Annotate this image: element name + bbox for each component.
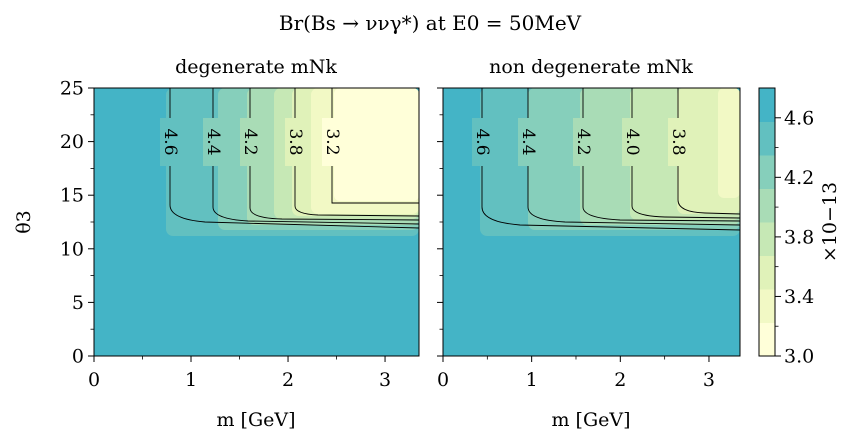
left-contour-label-3-2: 3.2 bbox=[322, 128, 342, 155]
left-y-tick-label: 10 bbox=[60, 238, 84, 260]
right-filled-regions bbox=[443, 88, 740, 356]
colorbar-tick-label: 3.8 bbox=[784, 226, 814, 248]
right-label-bg-4-6 bbox=[472, 118, 492, 166]
left-contour-label-4-2: 4.2 bbox=[240, 128, 260, 155]
left-contour-line-4-4 bbox=[212, 88, 419, 225]
right-contour-label-4-2: 4.2 bbox=[573, 128, 593, 155]
right-contour-label-4-6: 4.6 bbox=[472, 128, 492, 155]
left-contour-line-4-2 bbox=[249, 88, 419, 221]
left-x-tick-label: 1 bbox=[185, 369, 197, 391]
right-x-tick-label: 1 bbox=[526, 369, 538, 391]
right-contour-line-4-6 bbox=[481, 88, 740, 231]
right-y-ticks bbox=[437, 87, 443, 357]
colorbar-tick-label: 3.0 bbox=[784, 346, 814, 368]
right-x-axis-label: m [GeV] bbox=[551, 409, 630, 431]
right-contour-line-4-4 bbox=[527, 88, 740, 226]
chart-title: Br(Bs → ννγ*) at E0 = 50MeV bbox=[279, 11, 582, 35]
left-x-ticks: 0 1 2 3 bbox=[88, 356, 391, 391]
left-x-tick-label: 2 bbox=[282, 369, 294, 391]
colorbar-band bbox=[759, 121, 775, 156]
right-label-bg-4-2 bbox=[573, 118, 593, 166]
left-label-bg-3-8 bbox=[285, 118, 305, 166]
left-y-ticks: 0 5 10 15 20 25 bbox=[60, 78, 94, 368]
colorbar-band bbox=[759, 188, 775, 223]
colorbar-band bbox=[759, 289, 775, 323]
left-x-axis-label: m [GeV] bbox=[216, 409, 295, 431]
right-region-6 bbox=[718, 88, 740, 198]
colorbar-band bbox=[759, 222, 775, 256]
right-x-tick-label: 3 bbox=[703, 369, 715, 391]
left-y-tick-label: 15 bbox=[60, 185, 84, 207]
colorbar-frame bbox=[758, 87, 776, 357]
right-contour-label-4-0: 4.0 bbox=[622, 128, 642, 155]
right-contour-label-3-8: 3.8 bbox=[668, 128, 688, 155]
right-contour-line-4-0 bbox=[631, 88, 740, 219]
left-label-bg-3-2 bbox=[322, 118, 342, 166]
left-filled-regions bbox=[94, 88, 419, 356]
colorbar: 3.0 3.4 3.8 4.2 4.6 ×10−13 bbox=[758, 87, 841, 368]
colorbar-label: ×10−13 bbox=[819, 182, 841, 262]
left-contour-label-4-4: 4.4 bbox=[203, 128, 223, 155]
left-y-tick-label: 25 bbox=[60, 78, 84, 100]
colorbar-bands bbox=[759, 88, 775, 357]
left-x-tick-label: 0 bbox=[88, 369, 100, 391]
right-contour-panel: 4.6 4.4 4.2 4.0 3.8 0 1 2 3 m [GeV] bbox=[437, 87, 741, 431]
left-label-bg-4-6 bbox=[160, 118, 180, 166]
left-label-bg-4-4 bbox=[203, 118, 223, 166]
left-contour-panel: 4.6 4.4 4.2 3.8 3.2 0 1 2 3 0 5 10 15 20 25 m [G… bbox=[13, 78, 420, 431]
right-x-tick-label: 0 bbox=[437, 369, 449, 391]
left-contour-label-4-6: 4.6 bbox=[160, 128, 180, 155]
colorbar-band bbox=[759, 255, 775, 290]
right-contour-label-4-4: 4.4 bbox=[518, 128, 538, 155]
colorbar-tick-label: 4.2 bbox=[784, 167, 814, 189]
right-x-tick-label: 2 bbox=[614, 369, 626, 391]
colorbar-tick-label: 4.6 bbox=[784, 107, 814, 129]
left-y-tick-label: 20 bbox=[60, 131, 84, 153]
left-contour-label-3-8: 3.8 bbox=[285, 128, 305, 155]
left-contour-line-3-8 bbox=[294, 88, 419, 217]
left-region-7 bbox=[334, 88, 419, 201]
left-contour-line-4-6 bbox=[169, 88, 419, 229]
colorbar-band bbox=[759, 88, 775, 122]
y-axis-label: θ3 bbox=[13, 210, 35, 234]
right-label-bg-4-0 bbox=[622, 118, 642, 166]
colorbar-tick-label: 3.4 bbox=[784, 286, 814, 308]
right-panel-subtitle: non degenerate mNk bbox=[489, 56, 693, 78]
colorbar-ticks: 3.0 3.4 3.8 4.2 4.6 bbox=[775, 107, 814, 368]
right-label-bg-4-4 bbox=[518, 118, 538, 166]
left-y-tick-label: 5 bbox=[72, 292, 84, 314]
left-y-tick-label: 0 bbox=[72, 346, 84, 368]
right-label-bg-3-8 bbox=[668, 118, 688, 166]
colorbar-band bbox=[759, 155, 775, 189]
colorbar-band bbox=[759, 322, 775, 357]
right-contour-line-4-2 bbox=[582, 88, 740, 222]
right-contour-line-3-8 bbox=[677, 88, 740, 215]
left-x-tick-label: 3 bbox=[379, 369, 391, 391]
left-label-bg-4-2 bbox=[240, 118, 260, 166]
right-x-ticks: 0 1 2 3 bbox=[437, 356, 715, 391]
left-panel-subtitle: degenerate mNk bbox=[175, 56, 337, 78]
